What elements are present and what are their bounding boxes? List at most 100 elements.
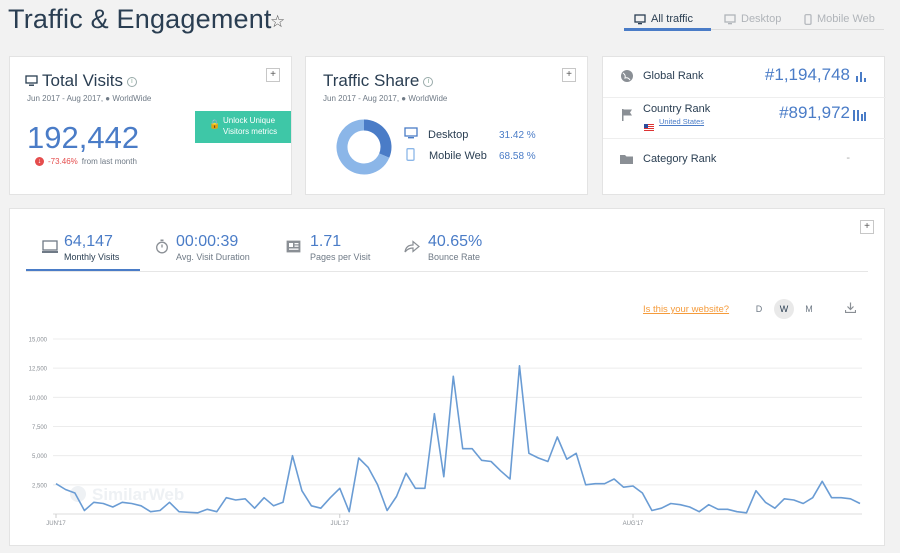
data-point[interactable] [765,502,767,504]
data-point[interactable] [850,498,852,500]
data-point[interactable] [377,484,379,486]
data-point[interactable] [282,502,284,504]
data-point[interactable] [358,457,360,459]
data-point[interactable] [623,486,625,488]
data-point[interactable] [519,365,521,367]
data-point[interactable] [727,509,729,511]
data-point[interactable] [225,497,227,499]
data-point[interactable] [254,507,256,509]
data-point[interactable] [471,448,473,450]
unlock-unique-visitors-button[interactable]: 🔒 Unlock Unique Visitors metrics [195,111,291,143]
add-to-dashboard-button[interactable]: + [562,68,576,82]
country-rank-value[interactable]: #891,972 [779,103,850,122]
data-point[interactable] [169,502,171,504]
data-point[interactable] [367,467,369,469]
data-point[interactable] [273,505,275,507]
data-point[interactable] [405,472,407,474]
data-point[interactable] [831,497,833,499]
add-to-dashboard-button[interactable]: + [266,68,280,82]
data-point[interactable] [613,478,615,480]
data-point[interactable] [755,490,757,492]
data-point[interactable] [679,504,681,506]
data-point[interactable] [216,511,218,513]
data-point[interactable] [197,512,199,514]
country-link[interactable]: United States [659,117,705,126]
data-point[interactable] [244,498,246,500]
data-point[interactable] [396,496,398,498]
data-point[interactable] [689,506,691,508]
metric-pages-per-visit[interactable]: 1.71 Pages per Visit [286,232,396,272]
star-icon[interactable]: ☆ [270,12,286,31]
data-point[interactable] [65,489,67,491]
granularity-weekly-button[interactable]: W [774,299,794,319]
data-point[interactable] [821,481,823,483]
data-point[interactable] [500,470,502,472]
data-point[interactable] [415,488,417,490]
data-point[interactable] [746,512,748,514]
data-point[interactable] [632,485,634,487]
data-point[interactable] [424,488,426,490]
data-point[interactable] [490,461,492,463]
data-point[interactable] [670,503,672,505]
data-point[interactable] [802,503,804,505]
data-point[interactable] [547,461,549,463]
tab-desktop[interactable]: Desktop [724,8,781,30]
global-rank-value[interactable]: #1,194,748 [764,65,850,84]
data-point[interactable] [859,503,861,505]
data-point[interactable] [698,511,700,513]
data-point[interactable] [736,511,738,513]
data-point[interactable] [102,503,104,505]
data-point[interactable] [566,458,568,460]
data-point[interactable] [150,511,152,513]
data-point[interactable] [452,376,454,378]
granularity-monthly-button[interactable]: M [805,304,813,314]
is-this-your-website-link[interactable]: Is this your website? [643,304,730,315]
data-point[interactable] [93,502,95,504]
data-point[interactable] [509,478,511,480]
data-point[interactable] [434,413,436,415]
data-point[interactable] [840,497,842,499]
granularity-daily-button[interactable]: D [755,304,763,314]
data-point[interactable] [330,497,332,499]
data-point[interactable] [481,460,483,462]
metric-bounce-rate[interactable]: 40.65% Bounce Rate [404,232,504,272]
data-point[interactable] [178,511,180,513]
data-point[interactable] [131,503,133,505]
data-point[interactable] [651,510,653,512]
data-point[interactable] [604,483,606,485]
metric-monthly-visits[interactable]: 64,147 Monthly Visits [26,232,140,272]
info-icon[interactable]: i [126,76,137,87]
data-point[interactable] [386,510,388,512]
data-point[interactable] [74,492,76,494]
metric-avg-visit-duration[interactable]: 00:00:39 Avg. Visit Duration [155,232,275,272]
data-point[interactable] [235,499,237,501]
tab-all-traffic[interactable]: All traffic [634,8,693,30]
add-to-dashboard-button[interactable]: + [860,220,874,234]
data-point[interactable] [263,497,265,499]
bar-chart-icon[interactable] [853,108,866,126]
data-point[interactable] [348,511,350,513]
data-point[interactable] [462,448,464,450]
data-point[interactable] [188,511,190,513]
data-point[interactable] [159,510,161,512]
data-point[interactable] [443,476,445,478]
data-point[interactable] [708,504,710,506]
data-point[interactable] [207,509,209,511]
data-point[interactable] [301,490,303,492]
data-point[interactable] [774,507,776,509]
download-icon[interactable] [844,300,857,318]
data-point[interactable] [84,510,86,512]
data-point[interactable] [793,499,795,501]
data-point[interactable] [717,509,719,511]
data-point[interactable] [311,505,313,507]
data-point[interactable] [292,455,294,457]
info-icon[interactable]: i [423,76,434,87]
data-point[interactable] [121,502,123,504]
data-point[interactable] [339,488,341,490]
data-point[interactable] [642,492,644,494]
data-point[interactable] [575,453,577,455]
data-point[interactable] [594,483,596,485]
data-point[interactable] [585,484,587,486]
data-point[interactable] [55,483,57,485]
data-point[interactable] [320,507,322,509]
